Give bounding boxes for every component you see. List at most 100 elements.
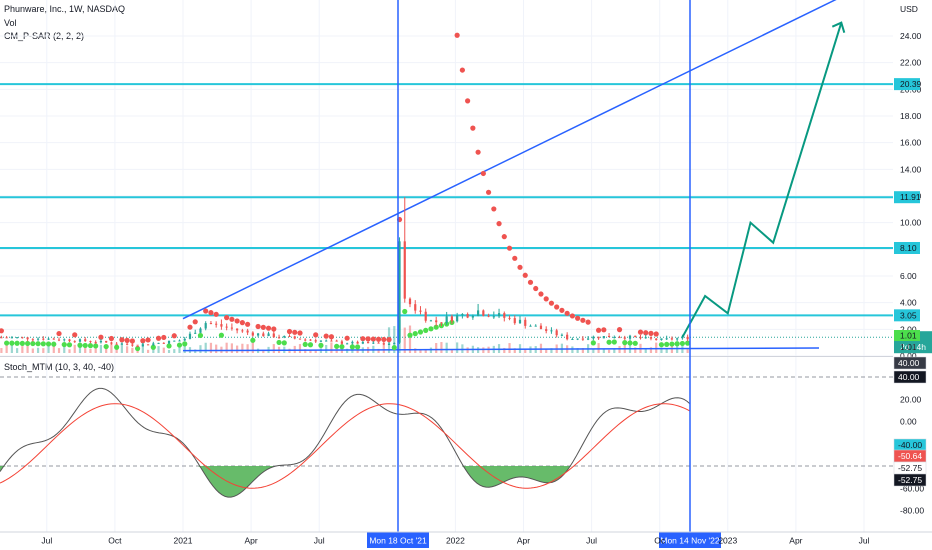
sar-tag-text: 1.01 bbox=[900, 331, 917, 341]
psar-dot-bear bbox=[643, 330, 649, 336]
candle-body bbox=[613, 337, 616, 339]
stoch-bear-fill bbox=[0, 466, 690, 498]
volume-bar bbox=[435, 343, 438, 353]
volume-bar bbox=[162, 347, 165, 353]
candle-body bbox=[298, 338, 302, 340]
candle-body bbox=[477, 310, 480, 316]
psar-dot-bear bbox=[527, 279, 534, 285]
psar-dot-bull bbox=[114, 344, 120, 350]
psar-dot-bear bbox=[98, 334, 104, 340]
candle-body bbox=[649, 337, 653, 339]
psar-dot-bull bbox=[685, 340, 691, 346]
candle-body bbox=[387, 343, 391, 345]
candle-body bbox=[251, 332, 254, 336]
psar-dot-bear bbox=[370, 336, 376, 342]
time-tick: Oct bbox=[108, 536, 122, 546]
volume-bar bbox=[450, 349, 454, 353]
psar-dot-bear bbox=[580, 317, 586, 323]
level-tag bbox=[894, 309, 920, 322]
psar-dot-bear bbox=[239, 320, 245, 326]
volume-bar bbox=[183, 342, 186, 353]
stoch-tag-text: -40.00 bbox=[898, 440, 922, 450]
psar-dot-bull bbox=[622, 340, 628, 346]
candle-body bbox=[52, 338, 55, 340]
volume-bar bbox=[146, 349, 150, 353]
price-tick: 18.00 bbox=[900, 111, 922, 121]
time-tick: 2022 bbox=[446, 536, 465, 546]
psar-dots bbox=[0, 32, 691, 352]
candle-body bbox=[194, 332, 197, 334]
level-tag-text: 3.05 bbox=[900, 310, 917, 320]
psar-dot-bull bbox=[417, 329, 424, 335]
candle-body bbox=[319, 340, 323, 342]
stoch-tag bbox=[893, 356, 927, 370]
psar-dot-bear bbox=[480, 170, 486, 177]
candle-body bbox=[120, 343, 123, 345]
sar-tag bbox=[894, 330, 920, 341]
psar-dot-bull bbox=[679, 340, 686, 347]
psar-dot-bear bbox=[569, 313, 575, 319]
candle-body bbox=[141, 344, 144, 347]
level-tag bbox=[894, 242, 920, 254]
candle-body bbox=[623, 337, 626, 339]
candle-body bbox=[461, 314, 464, 316]
volume-bar bbox=[424, 349, 427, 353]
psar-dot-bull bbox=[611, 339, 617, 345]
level-tag-text: 11.91 bbox=[900, 192, 921, 202]
volume-bar bbox=[545, 349, 548, 353]
price-tick: 10.00 bbox=[900, 218, 922, 228]
time-tick: Apr bbox=[244, 536, 257, 546]
candle-body bbox=[152, 343, 155, 345]
level-tag bbox=[894, 191, 920, 204]
psar-dot-bear bbox=[344, 335, 350, 341]
volume-bar bbox=[644, 348, 647, 353]
candle-body bbox=[42, 338, 45, 340]
psar-dot-bear bbox=[616, 327, 623, 333]
volume-bar bbox=[304, 349, 307, 353]
volume-bar bbox=[241, 343, 244, 353]
candle-body bbox=[366, 342, 370, 344]
candle-body bbox=[534, 325, 537, 327]
volume-bar bbox=[167, 349, 171, 353]
volume-bar bbox=[513, 348, 516, 353]
grid bbox=[0, 0, 893, 532]
stoch-tick: -60.00 bbox=[900, 483, 924, 493]
candle-body bbox=[644, 337, 647, 339]
candle-body bbox=[372, 342, 375, 344]
volume-bar bbox=[89, 348, 92, 353]
candle-body bbox=[550, 330, 553, 332]
psar-dot-bear bbox=[485, 189, 492, 195]
psar-dot-bear bbox=[140, 338, 146, 344]
candle-body bbox=[277, 337, 281, 339]
candle-body bbox=[94, 341, 97, 343]
candle-body bbox=[173, 340, 176, 342]
candle-body bbox=[607, 336, 611, 338]
candle-body bbox=[518, 319, 522, 324]
volume-bar bbox=[539, 343, 543, 353]
psar-dot-bull bbox=[4, 340, 10, 346]
candle-body bbox=[670, 338, 674, 340]
psar-dot-bear bbox=[637, 329, 644, 335]
candle-body bbox=[529, 325, 532, 327]
psar-dot-bull bbox=[349, 344, 355, 350]
psar-dot-bear bbox=[381, 336, 387, 343]
candle-body bbox=[482, 310, 485, 316]
psar-dot-bull bbox=[77, 342, 83, 348]
psar-dot-bull bbox=[40, 341, 46, 347]
psar-dot-bull bbox=[302, 341, 308, 348]
candle-body bbox=[167, 340, 171, 344]
volume-bar bbox=[84, 346, 87, 353]
volume-bar bbox=[0, 348, 3, 353]
psar-dot-bear bbox=[56, 330, 62, 337]
psar-dot-bear bbox=[554, 304, 560, 310]
stoch-tag-text: -50.64 bbox=[898, 451, 922, 461]
volume-bar bbox=[660, 347, 663, 353]
psar-dot-bear bbox=[0, 328, 4, 334]
psar-dot-bear bbox=[297, 330, 303, 336]
candle-body bbox=[162, 342, 165, 344]
psar-dot-bull bbox=[82, 342, 88, 349]
candle-body bbox=[73, 341, 76, 343]
stoch-pane bbox=[0, 376, 932, 498]
psar-dot-bull bbox=[61, 341, 67, 348]
